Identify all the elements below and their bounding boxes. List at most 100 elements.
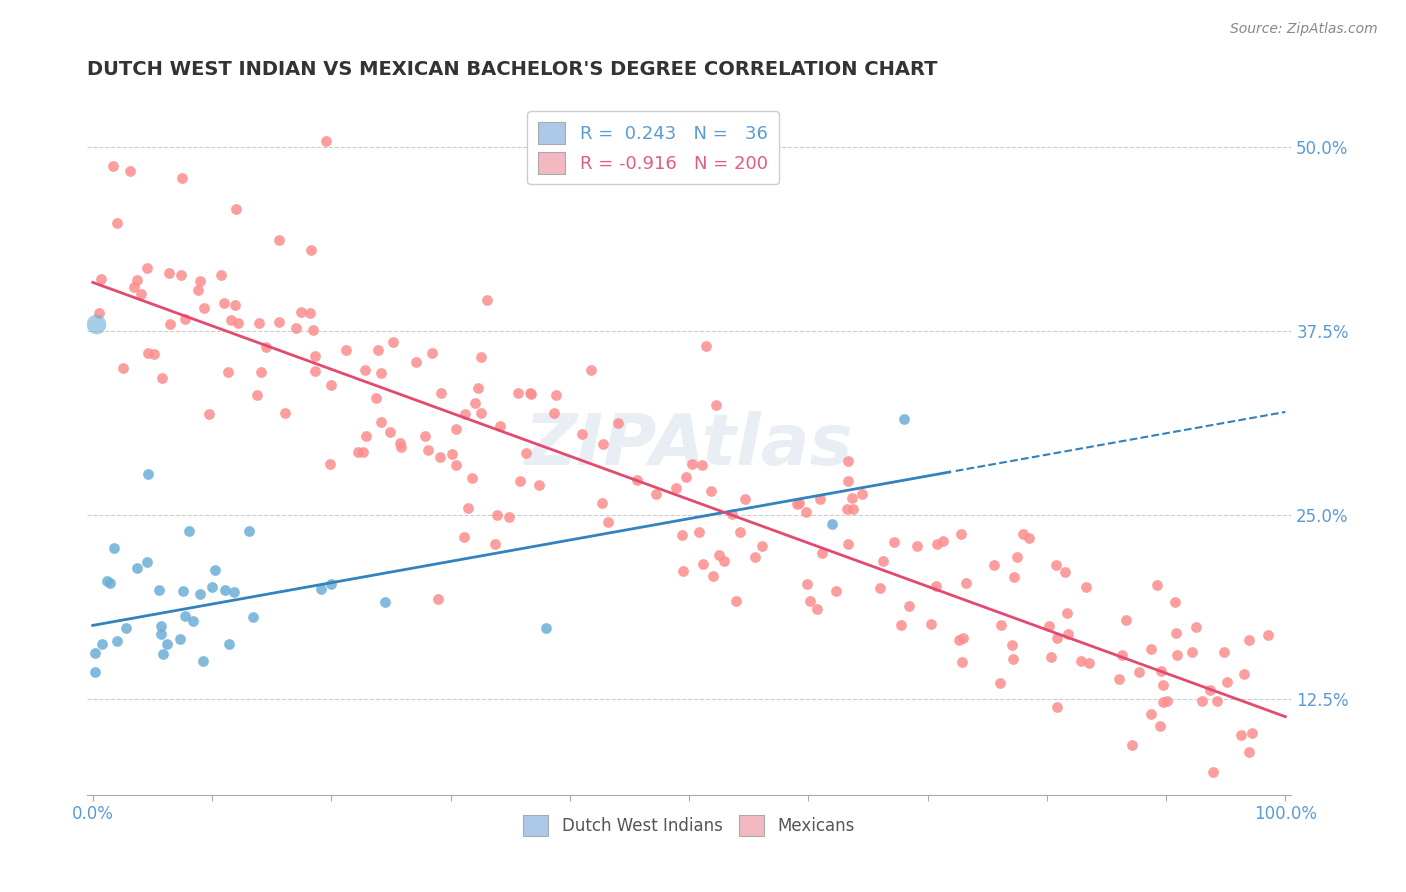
- Point: [309, 582, 332, 597]
- Point: [794, 505, 817, 519]
- Point: [136, 555, 159, 569]
- Point: [173, 312, 195, 326]
- Point: [509, 474, 531, 488]
- Point: [1146, 578, 1168, 592]
- Point: [1040, 650, 1063, 665]
- Point: [484, 537, 506, 551]
- Point: [883, 535, 905, 549]
- Point: [187, 284, 209, 298]
- Point: [319, 577, 342, 591]
- Point: [193, 301, 215, 316]
- Point: [413, 429, 436, 443]
- Point: [1002, 570, 1025, 584]
- Point: [250, 365, 273, 379]
- Point: [1229, 728, 1251, 742]
- Point: [304, 364, 326, 378]
- Point: [1111, 648, 1133, 662]
- Point: [626, 473, 648, 487]
- Point: [799, 594, 821, 608]
- Point: [692, 557, 714, 571]
- Point: [96, 574, 118, 588]
- Point: [457, 501, 479, 516]
- Point: [955, 576, 977, 591]
- Point: [950, 527, 973, 541]
- Point: [606, 416, 628, 430]
- Point: [246, 388, 269, 402]
- Point: [285, 321, 308, 335]
- Point: [988, 676, 1011, 690]
- Point: [217, 365, 239, 379]
- Point: [1011, 527, 1033, 541]
- Point: [534, 621, 557, 635]
- Point: [148, 582, 170, 597]
- Point: [897, 599, 920, 613]
- Point: [157, 266, 180, 280]
- Point: [1045, 558, 1067, 572]
- Point: [1001, 638, 1024, 652]
- Point: [932, 534, 955, 549]
- Point: [354, 429, 377, 443]
- Point: [529, 478, 551, 492]
- Point: [367, 343, 389, 358]
- Point: [890, 617, 912, 632]
- Point: [143, 346, 166, 360]
- Point: [101, 160, 124, 174]
- Point: [427, 592, 450, 607]
- Point: [1121, 738, 1143, 752]
- Point: [105, 216, 128, 230]
- Point: [150, 618, 173, 632]
- Point: [728, 524, 751, 539]
- Point: [1166, 648, 1188, 662]
- Point: [1152, 695, 1174, 709]
- Point: [416, 442, 439, 457]
- Point: [152, 647, 174, 661]
- Point: [1139, 642, 1161, 657]
- Point: [700, 484, 723, 499]
- Point: [1206, 694, 1229, 708]
- Point: [1018, 531, 1040, 545]
- Point: [787, 496, 810, 510]
- Point: [209, 268, 232, 283]
- Point: [1001, 652, 1024, 666]
- Point: [713, 554, 735, 568]
- Text: DUTCH WEST INDIAN VS MEXICAN BACHELOR'S DEGREE CORRELATION CHART: DUTCH WEST INDIAN VS MEXICAN BACHELOR'S …: [87, 60, 938, 78]
- Point: [498, 510, 520, 524]
- Point: [724, 594, 747, 608]
- Point: [190, 275, 212, 289]
- Point: [927, 536, 949, 550]
- Point: [1257, 628, 1279, 642]
- Point: [837, 474, 859, 488]
- Point: [1070, 654, 1092, 668]
- Point: [302, 323, 325, 337]
- Point: [744, 549, 766, 564]
- Point: [201, 580, 224, 594]
- Point: [429, 450, 451, 464]
- Point: [1078, 657, 1101, 671]
- Point: [298, 306, 321, 320]
- Point: [135, 261, 157, 276]
- Point: [267, 315, 290, 329]
- Point: [422, 346, 444, 360]
- Point: [688, 524, 710, 539]
- Point: [173, 608, 195, 623]
- Point: [681, 457, 703, 471]
- Point: [444, 422, 467, 436]
- Point: [948, 632, 970, 647]
- Point: [546, 388, 568, 402]
- Point: [920, 617, 942, 632]
- Point: [508, 385, 530, 400]
- Point: [170, 268, 193, 282]
- Point: [444, 458, 467, 472]
- Point: [592, 437, 614, 451]
- Point: [370, 366, 392, 380]
- Point: [150, 371, 173, 385]
- Point: [84, 665, 107, 680]
- Point: [1237, 632, 1260, 647]
- Point: [1156, 694, 1178, 708]
- Point: [1239, 745, 1261, 759]
- Point: [1164, 595, 1187, 609]
- Point: [1056, 606, 1078, 620]
- Point: [238, 524, 260, 538]
- Point: [520, 386, 543, 401]
- Point: [370, 415, 392, 429]
